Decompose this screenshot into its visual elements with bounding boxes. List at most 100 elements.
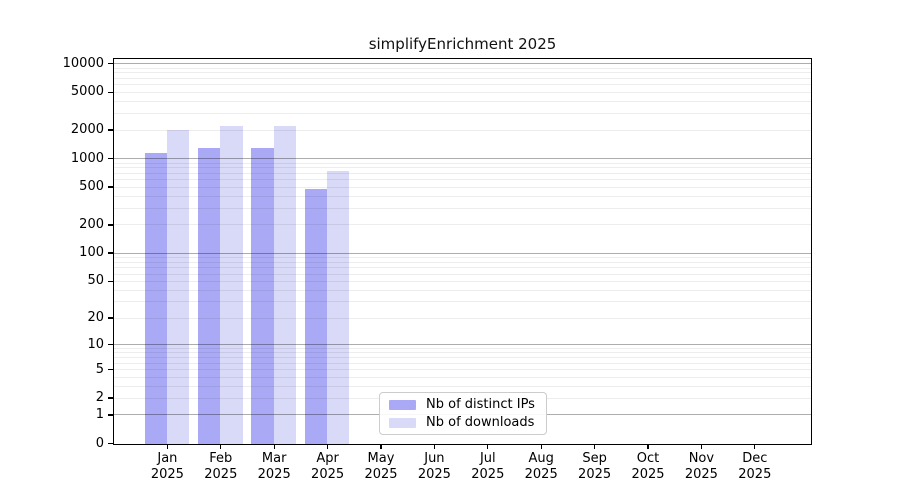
y-tick-mark (108, 397, 113, 399)
x-tick-mark (380, 444, 382, 449)
y-tick-mark (108, 129, 113, 131)
y-tick-mark (108, 343, 113, 346)
y-tick-mark (108, 442, 113, 445)
y-tick-mark (108, 368, 113, 371)
month-name: Sep (582, 451, 607, 466)
minor-gridline (114, 261, 811, 263)
x-tick-label: Oct 2025 (616, 451, 680, 483)
minor-gridline (114, 352, 811, 354)
month-year: 2025 (524, 467, 558, 482)
y-tick-mark (108, 63, 113, 65)
minor-gridline (114, 289, 811, 291)
minor-gridline (114, 186, 811, 188)
x-tick-mark (166, 444, 169, 449)
x-tick-label: Jun 2025 (402, 451, 466, 483)
month-name: Jun (424, 451, 445, 466)
bars-layer (114, 59, 811, 444)
minor-gridline (114, 224, 811, 226)
x-tick-label: Feb 2025 (189, 451, 253, 483)
y-tick-label: 5 (95, 361, 104, 377)
month-name: Oct (636, 451, 660, 466)
month-year: 2025 (417, 467, 451, 482)
downloads-bar (166, 129, 190, 444)
minor-gridline (114, 195, 811, 197)
y-tick-mark (108, 186, 113, 188)
x-tick-mark (647, 444, 649, 449)
x-tick-label: Nov 2025 (669, 451, 733, 483)
grid-layer (114, 59, 811, 444)
minor-gridline (114, 101, 811, 102)
minor-gridline (114, 267, 811, 269)
x-tick-mark (540, 444, 542, 449)
x-tick-label: Apr 2025 (296, 451, 360, 483)
minor-gridline (114, 376, 811, 378)
y-tick-label: 20 (87, 309, 104, 325)
month-year: 2025 (578, 467, 612, 482)
month-year: 2025 (257, 467, 291, 482)
legend: Nb of distinct IPs Nb of downloads (379, 392, 547, 435)
y-tick-label: 10 (87, 336, 104, 352)
month-name: Aug (528, 451, 554, 466)
distinct-ips-bar (144, 153, 167, 444)
month-name: Dec (742, 451, 768, 466)
month-year: 2025 (204, 467, 238, 482)
y-tick-label: 200 (79, 216, 104, 232)
y-tick-mark (108, 252, 113, 254)
minor-gridline (114, 77, 811, 79)
y-tick-label: 1000 (70, 150, 104, 166)
y-tick-label: 5000 (70, 84, 104, 100)
month-name: Mar (261, 451, 287, 466)
minor-gridline (114, 179, 811, 181)
minor-gridline (114, 167, 811, 169)
y-tick-label: 10000 (62, 55, 104, 71)
distinct-ips-bar (251, 148, 274, 444)
legend-item-distinct-ips: Nb of distinct IPs (389, 397, 538, 412)
x-tick-mark (700, 444, 703, 449)
x-tick-mark (220, 444, 222, 449)
x-tick-mark (593, 444, 596, 449)
minor-gridline (114, 357, 811, 359)
x-tick-mark (273, 444, 275, 449)
month-year: 2025 (631, 467, 665, 482)
downloads-bar (327, 170, 350, 444)
y-tick-label: 2 (95, 390, 104, 406)
downloads-swatch-icon (389, 417, 416, 428)
y-tick-mark (108, 280, 113, 283)
minor-gridline (114, 257, 811, 258)
month-year: 2025 (311, 467, 345, 482)
x-tick-label: Jan 2025 (135, 451, 199, 483)
month-year: 2025 (364, 467, 398, 482)
major-gridline (114, 63, 811, 65)
month-year: 2025 (150, 467, 184, 482)
major-gridline (114, 344, 811, 346)
major-gridline (114, 252, 811, 254)
x-tick-label: May 2025 (349, 451, 413, 483)
y-tick-mark (108, 317, 113, 319)
minor-gridline (114, 348, 811, 350)
y-tick-label: 2000 (70, 122, 104, 138)
legend-label: Nb of downloads (426, 415, 535, 430)
minor-gridline (114, 385, 811, 387)
x-tick-mark (433, 444, 436, 449)
minor-gridline (114, 301, 811, 303)
minor-gridline (114, 84, 811, 86)
minor-gridline (114, 129, 811, 131)
month-name: Nov (688, 451, 715, 466)
plot-area (113, 58, 812, 445)
y-tick-label: 0 (95, 435, 104, 451)
y-tick-label: 1 (95, 406, 104, 422)
minor-gridline (114, 280, 811, 282)
y-tick-label: 500 (79, 179, 104, 195)
month-year: 2025 (684, 467, 718, 482)
downloads-bar (273, 125, 297, 444)
y-tick-mark (108, 224, 113, 226)
minor-gridline (114, 162, 811, 164)
distinct-ips-bar (197, 148, 221, 444)
x-tick-label: Sep 2025 (563, 451, 627, 483)
x-tick-mark (754, 444, 756, 449)
minor-gridline (114, 317, 811, 319)
month-year: 2025 (471, 467, 505, 482)
x-tick-mark (326, 444, 329, 449)
y-tick-mark (108, 414, 113, 416)
